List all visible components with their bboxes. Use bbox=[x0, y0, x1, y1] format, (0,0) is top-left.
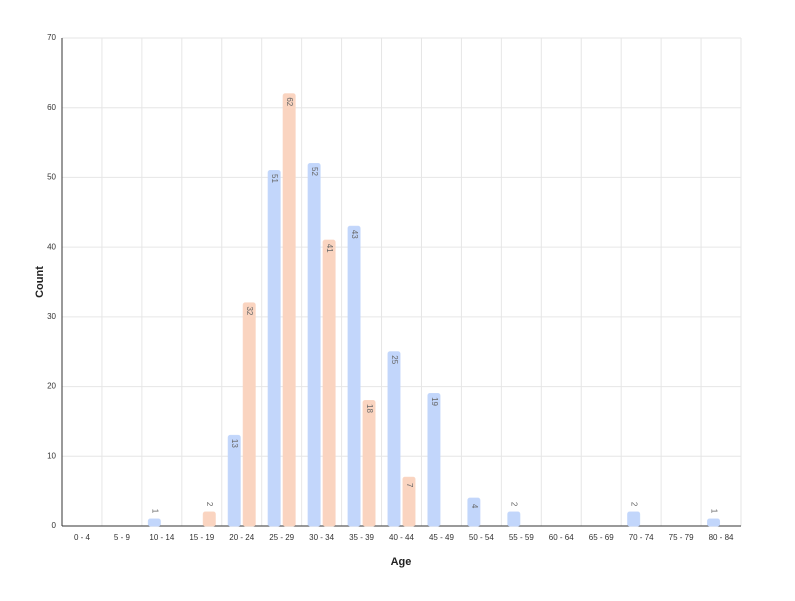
value-label: 41 bbox=[325, 244, 334, 253]
bar bbox=[307, 162, 321, 527]
x-tick-label: 60 - 64 bbox=[549, 533, 574, 542]
x-tick-label: 30 - 34 bbox=[309, 533, 334, 542]
x-tick-label: 5 - 9 bbox=[114, 533, 131, 542]
value-label: 2 bbox=[205, 502, 214, 507]
y-tick-label: 50 bbox=[47, 173, 56, 182]
bar bbox=[322, 239, 336, 527]
x-tick-label: 70 - 74 bbox=[629, 533, 654, 542]
x-tick-label: 45 - 49 bbox=[429, 533, 454, 542]
x-tick-label: 75 - 79 bbox=[669, 533, 694, 542]
y-tick-label: 70 bbox=[47, 33, 56, 42]
bar bbox=[242, 302, 256, 527]
x-tick-label: 15 - 19 bbox=[189, 533, 214, 542]
value-label: 13 bbox=[230, 439, 239, 448]
x-tick-label: 50 - 54 bbox=[469, 533, 494, 542]
x-tick-label: 65 - 69 bbox=[589, 533, 614, 542]
bar bbox=[507, 511, 521, 527]
value-label: 7 bbox=[405, 483, 414, 488]
bar bbox=[467, 497, 481, 527]
x-tick-label: 35 - 39 bbox=[349, 533, 374, 542]
y-tick-label: 40 bbox=[47, 242, 56, 251]
value-label: 2 bbox=[630, 502, 639, 507]
x-axis-title: Age bbox=[391, 556, 412, 568]
value-label: 18 bbox=[365, 404, 374, 413]
y-tick-label: 0 bbox=[52, 521, 57, 530]
value-label: 19 bbox=[430, 397, 439, 406]
value-label: 25 bbox=[390, 355, 399, 364]
value-label: 52 bbox=[310, 167, 319, 176]
y-tick-label: 10 bbox=[47, 451, 56, 460]
bar bbox=[707, 518, 721, 527]
x-tick-label: 40 - 44 bbox=[389, 533, 414, 542]
bar bbox=[202, 511, 216, 527]
x-tick-label: 0 - 4 bbox=[74, 533, 91, 542]
value-label: 1 bbox=[150, 509, 159, 514]
bar bbox=[387, 351, 401, 527]
x-tick-label: 10 - 14 bbox=[149, 533, 174, 542]
y-tick-label: 60 bbox=[47, 103, 56, 112]
bar bbox=[402, 476, 416, 527]
x-tick-label: 55 - 59 bbox=[509, 533, 534, 542]
value-label: 2 bbox=[510, 502, 519, 507]
y-axis-title: Count bbox=[34, 266, 46, 298]
bar bbox=[227, 434, 241, 527]
bar bbox=[147, 518, 161, 527]
y-tick-label: 30 bbox=[47, 312, 56, 321]
value-label: 62 bbox=[285, 97, 294, 106]
x-tick-label: 20 - 24 bbox=[229, 533, 254, 542]
bar bbox=[427, 393, 441, 527]
x-tick-label: 25 - 29 bbox=[269, 533, 294, 542]
bar bbox=[347, 225, 361, 527]
bar bbox=[267, 169, 281, 527]
value-label: 51 bbox=[270, 174, 279, 183]
value-label: 1 bbox=[709, 509, 718, 514]
bar bbox=[282, 93, 296, 527]
y-tick-label: 20 bbox=[47, 382, 56, 391]
bar bbox=[627, 511, 641, 527]
bar bbox=[362, 400, 376, 527]
x-tick-label: 80 - 84 bbox=[709, 533, 734, 542]
value-label: 4 bbox=[470, 504, 479, 509]
value-label: 43 bbox=[350, 230, 359, 239]
value-label: 32 bbox=[245, 306, 254, 315]
